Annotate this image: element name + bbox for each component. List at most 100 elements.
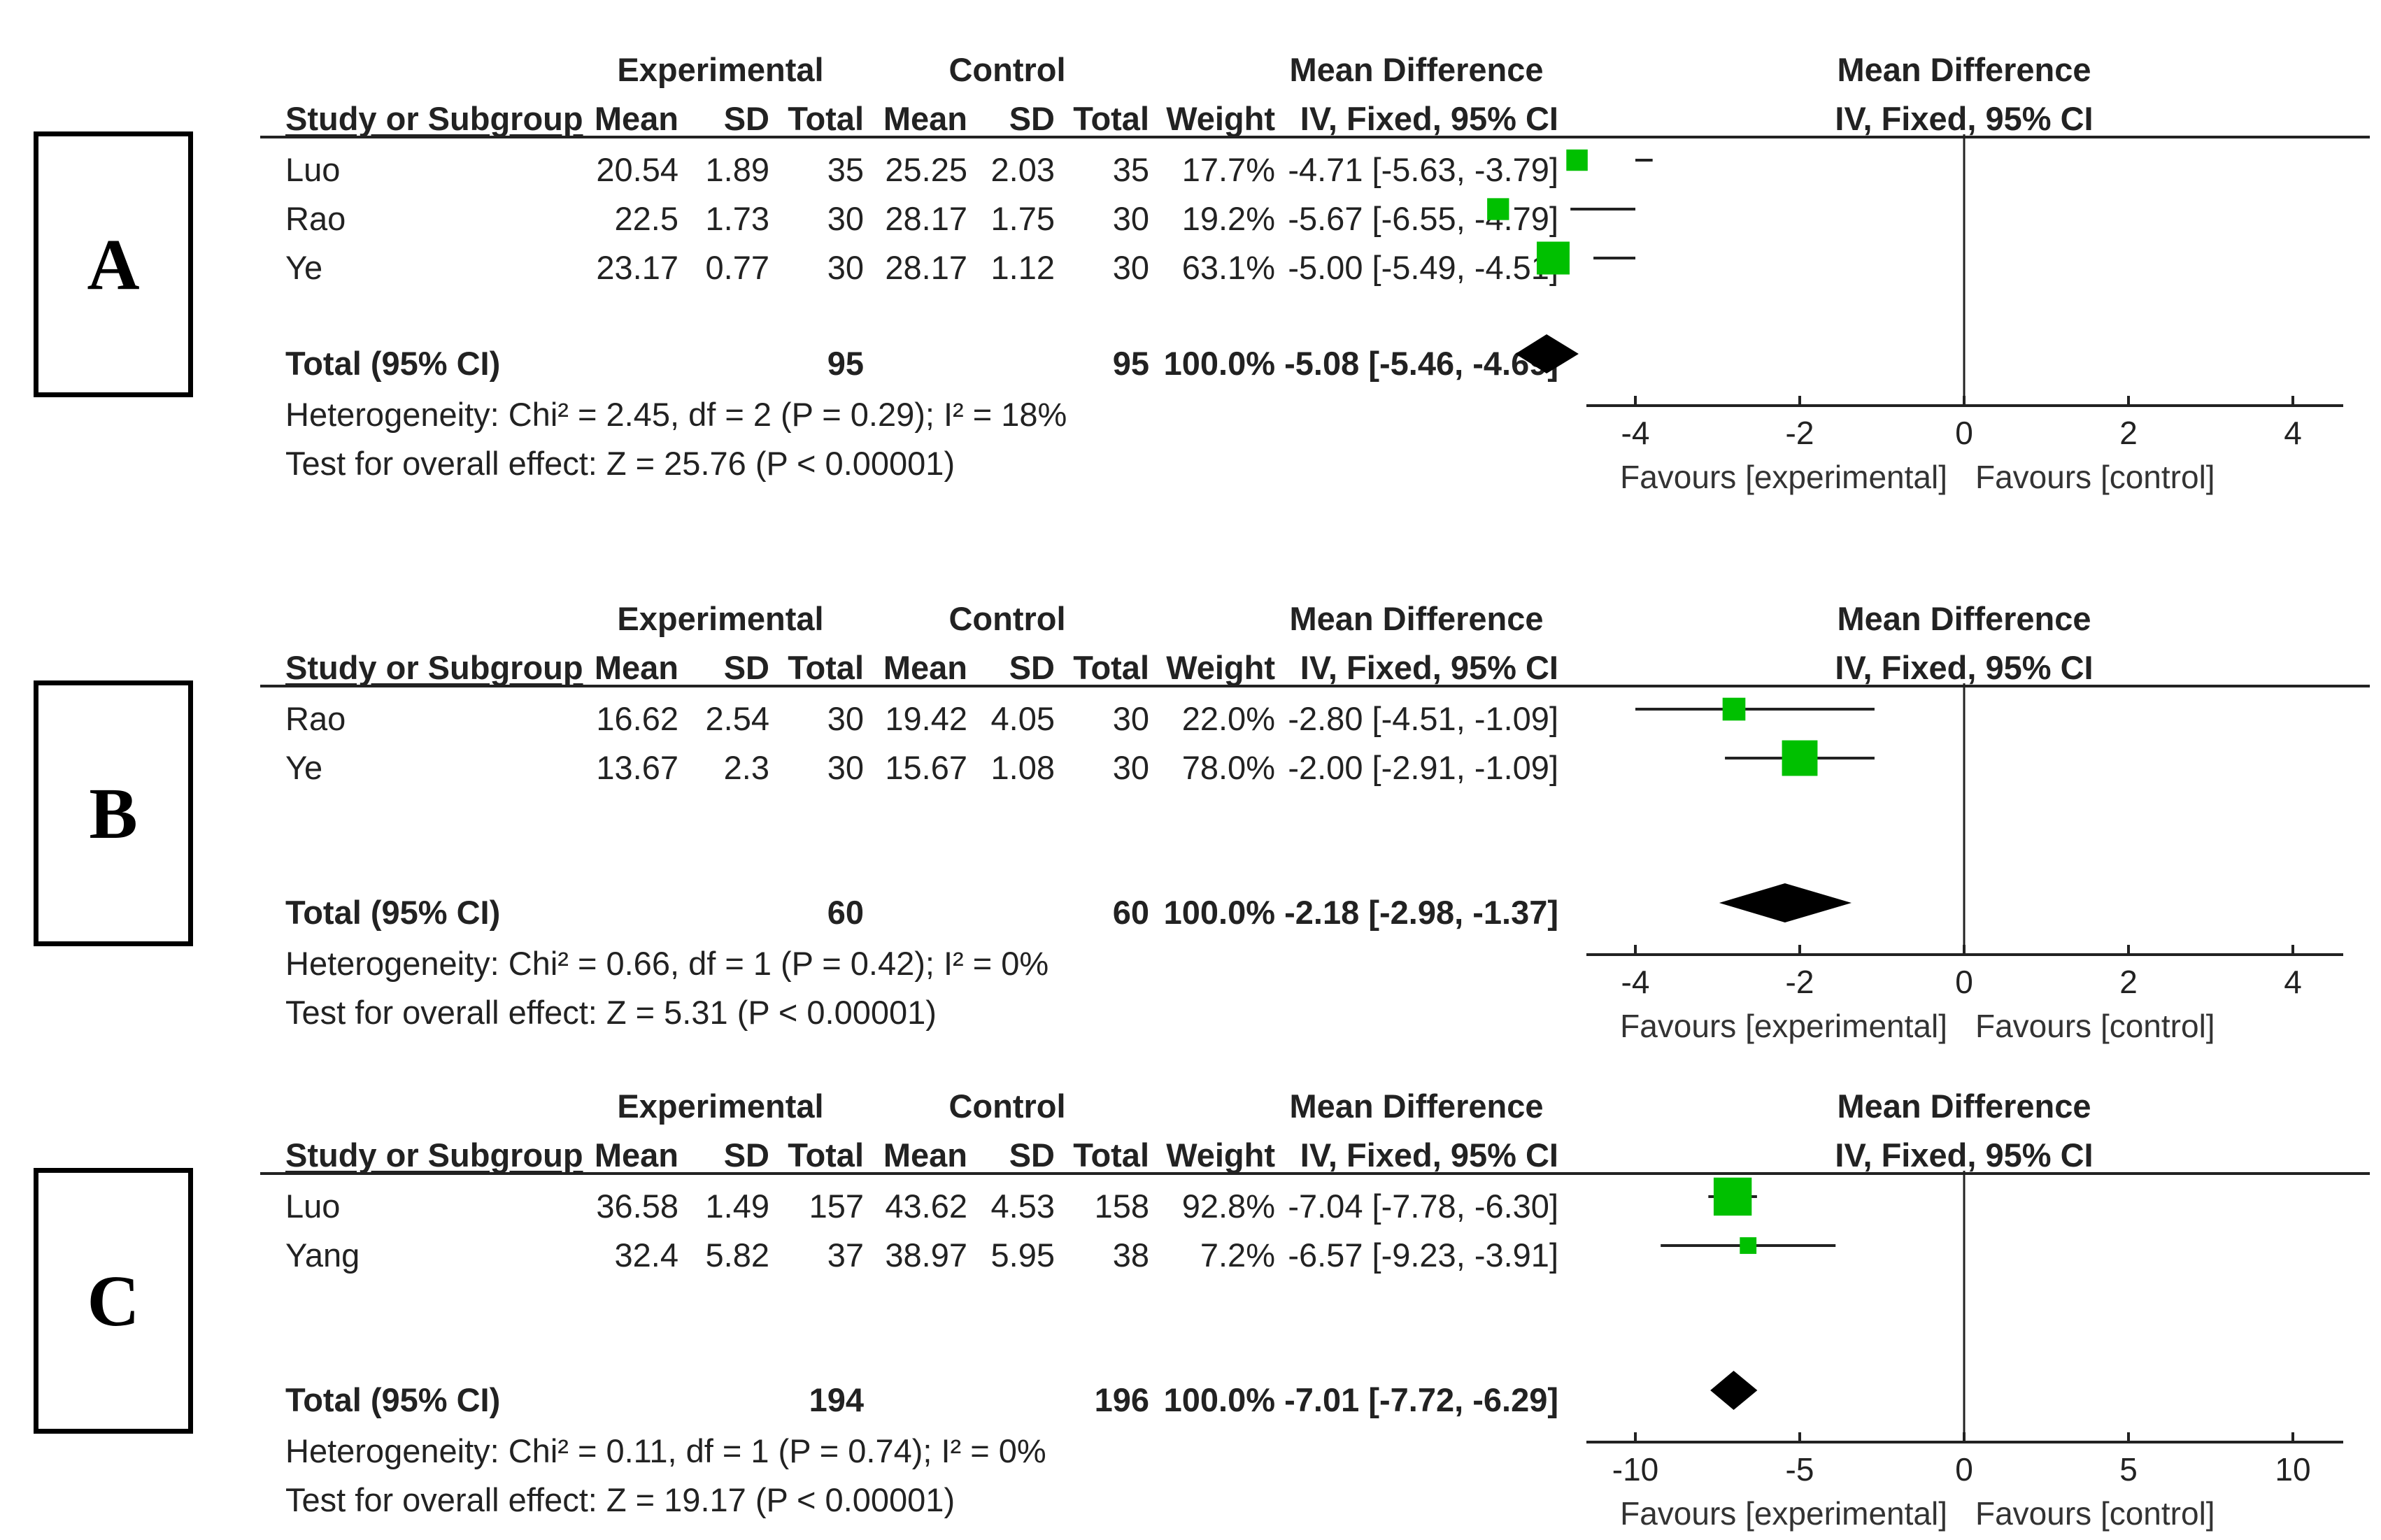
total-md-ci: -5.08 [-5.46, -4.69]: [1284, 345, 1558, 382]
col-study-header: Study or Subgroup: [285, 649, 583, 686]
total-md-ci: -2.18 [-2.98, -1.37]: [1284, 894, 1558, 931]
study-md-ci: -2.00 [-2.91, -1.09]: [1288, 749, 1558, 786]
ctrl-total: 30: [1112, 249, 1149, 286]
col-exp-sd-header: SD: [723, 100, 769, 137]
x-tick-label: 4: [2284, 964, 2302, 1000]
study-weight-square: [1713, 1177, 1752, 1216]
ctrl-mean: 28.17: [885, 200, 967, 237]
control-header: Control: [948, 51, 1066, 88]
col-ctrl-sd-header: SD: [1009, 100, 1055, 137]
exp-total: 30: [827, 200, 864, 237]
exp-mean: 20.54: [596, 151, 678, 188]
pooled-estimate-diamond: [1515, 334, 1579, 373]
col-exp-total-header: Total: [788, 100, 864, 137]
x-tick-label: 0: [1955, 964, 1973, 1000]
heterogeneity-text: Heterogeneity: Chi² = 2.45, df = 2 (P = …: [285, 396, 1067, 433]
col-exp-total-header: Total: [788, 649, 864, 686]
x-tick-label: 2: [2119, 415, 2138, 451]
col-exp-mean-header: Mean: [594, 649, 678, 686]
ctrl-total: 158: [1094, 1188, 1149, 1225]
total-label: Total (95% CI): [285, 345, 501, 382]
favours-control-label: Favours [control]: [1975, 459, 2215, 495]
exp-mean: 23.17: [596, 249, 678, 286]
control-header: Control: [948, 1088, 1066, 1125]
panel-label: A: [34, 131, 193, 397]
study-name: Rao: [285, 200, 346, 237]
ctrl-sd: 4.05: [990, 700, 1055, 737]
col-md-method-header: IV, Fixed, 95% CI: [1300, 100, 1558, 137]
col-exp-mean-header: Mean: [594, 1136, 678, 1174]
col-exp-mean-header: Mean: [594, 100, 678, 137]
header-rule: [260, 685, 2370, 687]
x-tick-label: -2: [1786, 415, 1814, 451]
col-weight-header: Weight: [1166, 1136, 1275, 1174]
x-tick-label: -4: [1621, 415, 1650, 451]
study-weight: 7.2%: [1200, 1236, 1275, 1274]
total-exp-n: 95: [827, 345, 864, 382]
experimental-header: Experimental: [617, 600, 824, 637]
md-header-title: Mean Difference: [1289, 1088, 1544, 1125]
exp-mean: 36.58: [596, 1188, 678, 1225]
exp-sd: 1.49: [705, 1188, 769, 1225]
x-tick-label: -10: [1612, 1451, 1658, 1488]
plot-method-header: IV, Fixed, 95% CI: [1835, 100, 2094, 137]
ctrl-sd: 1.12: [990, 249, 1055, 286]
total-label: Total (95% CI): [285, 894, 501, 931]
col-ctrl-mean-header: Mean: [883, 100, 967, 137]
favours-control-label: Favours [control]: [1975, 1495, 2215, 1532]
study-weight-square: [1782, 740, 1818, 776]
control-header: Control: [948, 600, 1066, 637]
md-header-title: Mean Difference: [1289, 51, 1544, 88]
plot-header-title: Mean Difference: [1837, 600, 2091, 637]
forest-plot-area: -4 -2 0 2 4 Favours [experimental] Favours [co…: [1586, 683, 2343, 1044]
x-tick-label: 4: [2284, 415, 2302, 451]
total-ctrl-n: 95: [1112, 345, 1149, 382]
favours-experimental-label: Favours [experimental]: [1620, 1495, 1947, 1532]
study-name: Ye: [285, 749, 323, 786]
col-md-method-header: IV, Fixed, 95% CI: [1300, 649, 1558, 686]
forest-panel-c: C Experimental Control Mean Difference Mean …: [0, 1036, 2381, 1540]
ctrl-total: 30: [1112, 200, 1149, 237]
study-name: Luo: [285, 1188, 341, 1225]
ctrl-total: 35: [1112, 151, 1149, 188]
ctrl-mean: 19.42: [885, 700, 967, 737]
plot-method-header: IV, Fixed, 95% CI: [1835, 1136, 2094, 1174]
col-ctrl-total-header: Total: [1073, 100, 1149, 137]
study-md-ci: -4.71 [-5.63, -3.79]: [1288, 151, 1558, 188]
plot-method-header: IV, Fixed, 95% CI: [1835, 649, 2094, 686]
col-exp-sd-header: SD: [723, 1136, 769, 1174]
col-weight-header: Weight: [1166, 100, 1275, 137]
overall-effect-text: Test for overall effect: Z = 5.31 (P < 0…: [285, 994, 937, 1031]
ctrl-sd: 2.03: [990, 151, 1055, 188]
ctrl-total: 30: [1112, 749, 1149, 786]
total-weight: 100.0%: [1163, 345, 1275, 382]
exp-mean: 22.5: [614, 200, 678, 237]
heterogeneity-text: Heterogeneity: Chi² = 0.66, df = 1 (P = …: [285, 945, 1049, 982]
forest-panel-b: B Experimental Control Mean Difference Mean …: [0, 549, 2381, 1053]
study-weight: 63.1%: [1181, 249, 1275, 286]
overall-effect-text: Test for overall effect: Z = 25.76 (P < …: [285, 445, 955, 482]
ctrl-mean: 38.97: [885, 1236, 967, 1274]
x-tick-label: -4: [1621, 964, 1650, 1000]
study-md-ci: -5.67 [-6.55, -4.79]: [1288, 200, 1558, 237]
study-name: Luo: [285, 151, 341, 188]
x-tick-label: -5: [1786, 1451, 1814, 1488]
ctrl-mean: 25.25: [885, 151, 967, 188]
study-weight: 92.8%: [1181, 1188, 1275, 1225]
total-exp-n: 194: [809, 1381, 864, 1418]
col-ctrl-mean-header: Mean: [883, 1136, 967, 1174]
col-ctrl-sd-header: SD: [1009, 649, 1055, 686]
experimental-header: Experimental: [617, 51, 824, 88]
header-rule: [260, 1172, 2370, 1175]
ctrl-total: 38: [1112, 1236, 1149, 1274]
exp-sd: 2.3: [723, 749, 769, 786]
study-weight-square: [1722, 697, 1746, 721]
ctrl-sd: 1.08: [990, 749, 1055, 786]
exp-total: 30: [827, 700, 864, 737]
study-md-ci: -2.80 [-4.51, -1.09]: [1288, 700, 1558, 737]
ctrl-mean: 15.67: [885, 749, 967, 786]
exp-total: 30: [827, 749, 864, 786]
total-weight: 100.0%: [1163, 1381, 1275, 1418]
forest-plot-area: -4 -2 0 2 4 Favours [experimental] Favours [co…: [1487, 134, 2343, 495]
heterogeneity-text: Heterogeneity: Chi² = 0.11, df = 1 (P = …: [285, 1432, 1046, 1469]
